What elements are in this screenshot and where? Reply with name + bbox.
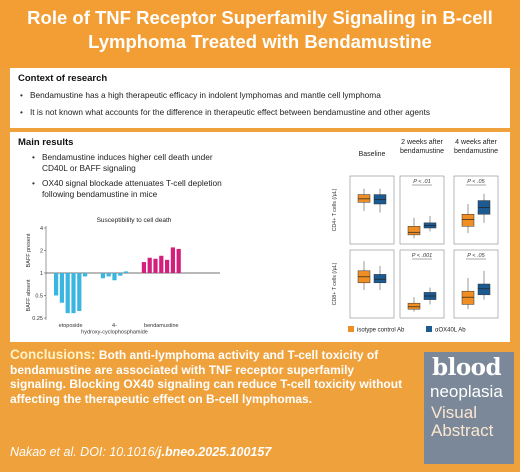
- conclusions-body: Both anti-lymphoma activity and T-cell t…: [10, 348, 403, 406]
- citation: Nakao et al. DOI: 10.1016/j.bneo.2025.10…: [10, 445, 271, 459]
- box-0-1-0: [407, 226, 421, 236]
- bar-2-6: [176, 248, 181, 273]
- bar-1-3: [118, 273, 123, 276]
- panel-1-2: [453, 249, 499, 319]
- p-value-1-1: P < .001: [412, 253, 432, 259]
- box-1-2-0: [461, 290, 475, 305]
- context-list: Bendamustine has a high therapeutic effi…: [18, 90, 430, 124]
- panel-0-2: [453, 175, 499, 245]
- panel-0-0: [349, 175, 395, 245]
- y-tick-label-3: 0.5: [35, 294, 43, 300]
- bar-1-2: [112, 273, 117, 281]
- conclusions-text: Conclusions: Both anti-lymphoma activity…: [10, 347, 410, 406]
- column-header-0: Baseline: [359, 151, 386, 158]
- group-label-0: etoposide: [59, 323, 83, 329]
- bar-0-4: [77, 273, 82, 312]
- p-value-0-2: P < .05: [467, 179, 485, 185]
- main-results-section: Main results Bendamustine induces higher…: [10, 132, 510, 342]
- bar-2-1: [147, 257, 152, 273]
- context-bullet-1: Bendamustine has a high therapeutic effi…: [18, 90, 430, 101]
- main-results-list: Bendamustine induces higher cell death u…: [30, 152, 232, 204]
- p-value-1-2: P < .05: [467, 253, 485, 259]
- title-banner: Role of TNF Receptor Superfamily Signali…: [0, 0, 520, 68]
- conclusions-label: Conclusions:: [10, 347, 96, 362]
- susceptibility-chart: Susceptibility to cell death4210.50.25BA…: [26, 217, 220, 336]
- main-bullet-1: Bendamustine induces higher cell death u…: [30, 152, 232, 174]
- bar-0-1: [59, 273, 64, 303]
- bar-2-3: [159, 255, 164, 273]
- t-cell-boxplot-chart: Baseline 2 weeks after bendamustine 4 weeks…: [332, 139, 499, 334]
- main-results-heading: Main results: [18, 137, 74, 148]
- bar-2-0: [141, 262, 146, 273]
- box-1-0-1: [373, 274, 387, 284]
- main-bullet-2: OX40 signal blockade attenuates T-cell d…: [30, 178, 232, 200]
- group-label-2: bendamustine: [144, 323, 179, 329]
- bar-2-2: [153, 258, 158, 273]
- column-header-1-line2: bendamustine: [400, 148, 444, 155]
- box-1-2-1: [477, 283, 491, 296]
- page-title: Role of TNF Receptor Superfamily Signali…: [27, 7, 493, 52]
- context-bullet-2: It is not known what accounts for the di…: [18, 107, 430, 118]
- bar-0-0: [54, 273, 59, 296]
- y-tick-label-2: 1: [40, 271, 43, 277]
- blood-neoplasia-logo: blood neoplasia Visual Abstract: [424, 352, 514, 464]
- panel-1-0: [349, 249, 395, 319]
- context-heading: Context of research: [18, 73, 108, 84]
- column-header-1: 2 weeks after: [401, 139, 443, 146]
- y-tick-label-1: 2: [40, 249, 43, 255]
- susceptibility-title: Susceptibility to cell death: [97, 217, 172, 224]
- bar-2-5: [170, 247, 175, 273]
- box-0-2-0: [461, 214, 475, 227]
- box-1-1-0: [407, 302, 421, 310]
- box-0-0-1: [373, 194, 387, 205]
- row-label-0: CD4+ T cells (/μL): [332, 188, 338, 231]
- legend-swatch-0: [348, 326, 354, 332]
- logo-abstract-word: Abstract: [431, 421, 494, 440]
- p-value-0-1: P < .01: [413, 179, 430, 185]
- bar-1-4: [124, 271, 129, 273]
- column-header-2-line2: bendamustine: [454, 148, 498, 155]
- group-label-1-line2: hydroxy-cyclophosphamide: [81, 330, 148, 336]
- bar-1-1: [106, 273, 111, 277]
- box-0-0-0: [357, 194, 371, 203]
- bar-1-0: [100, 273, 105, 279]
- y-tick-label-0: 4: [40, 226, 43, 232]
- context-section: Context of research Bendamustine has a h…: [10, 68, 510, 128]
- bar-0-5: [83, 273, 88, 277]
- bar-0-3: [71, 273, 76, 314]
- y-label-baff-present: BAFF present: [26, 233, 32, 267]
- bar-0-2: [65, 273, 70, 314]
- y-tick-label-4: 0.25: [32, 316, 43, 322]
- bar-2-4: [165, 259, 170, 273]
- panel-1-1: [399, 249, 445, 319]
- column-header-2: 4 weeks after: [455, 139, 497, 146]
- y-label-baff-absent: BAFF absent: [26, 279, 32, 312]
- doi-link[interactable]: j.bneo.2025.100157: [158, 445, 272, 459]
- legend-label-1: αOX40L Ab: [435, 328, 466, 334]
- citation-prefix: Nakao et al. DOI: 10.1016/: [10, 445, 159, 459]
- logo-neoplasia-word: neoplasia: [430, 382, 503, 401]
- legend-label-0: isotype control Ab: [357, 328, 405, 334]
- logo-visual-abstract: Visual Abstract: [431, 404, 493, 440]
- panel-0-1: [399, 175, 445, 245]
- group-label-1: 4-: [112, 323, 117, 329]
- legend-swatch-1: [426, 326, 432, 332]
- logo-blood-word: blood: [432, 354, 502, 381]
- row-label-1: CD8+ T cells (/μL): [332, 262, 338, 305]
- logo-visual-word: Visual: [431, 403, 477, 422]
